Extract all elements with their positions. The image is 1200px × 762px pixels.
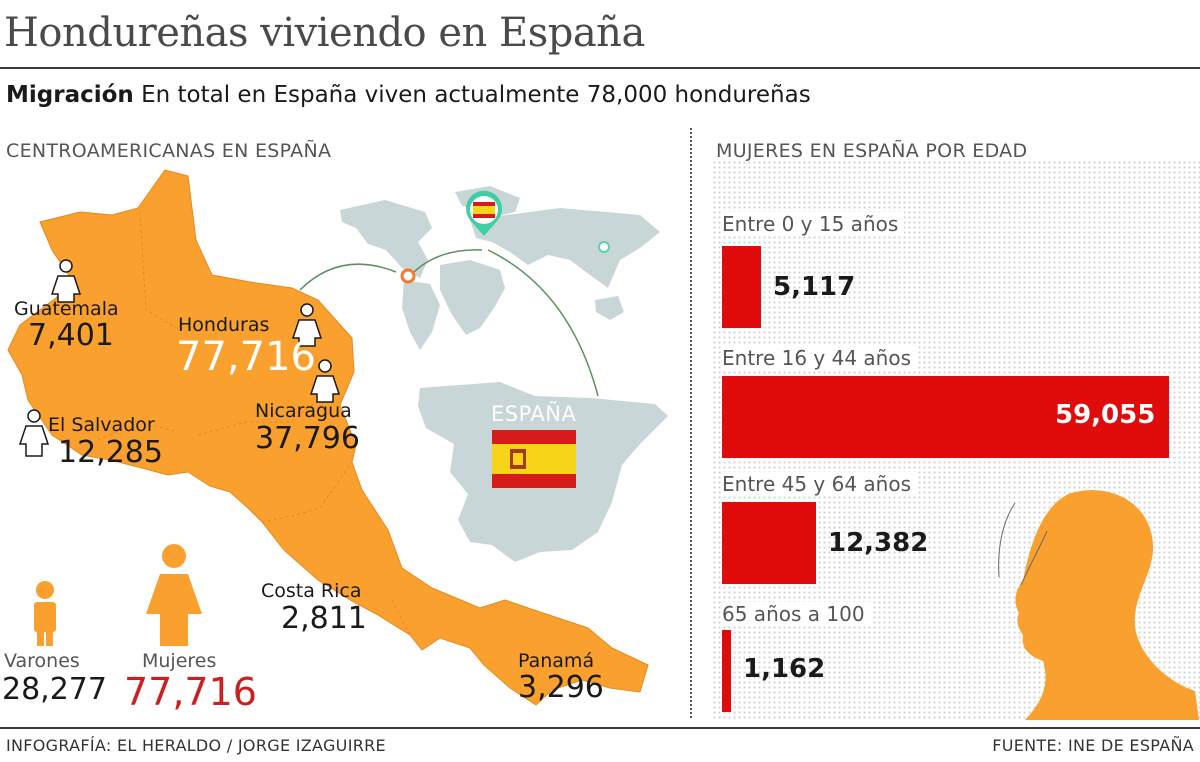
label-guatemala: Guatemala bbox=[14, 298, 119, 320]
label-honduras: Honduras bbox=[178, 314, 270, 336]
woman-icon-guatemala bbox=[50, 259, 82, 303]
age-label-45-64: Entre 45 y 64 años bbox=[722, 472, 917, 496]
label-women: Mujeres bbox=[142, 650, 217, 672]
value-panama: 3,296 bbox=[518, 670, 604, 705]
border-lines bbox=[97, 211, 411, 636]
spain-flag-icon bbox=[492, 430, 576, 488]
age-label-0-15: Entre 0 y 15 años bbox=[722, 212, 905, 236]
value-guatemala: 7,401 bbox=[28, 318, 114, 353]
woman-icon-nicaragua bbox=[309, 359, 341, 403]
footer-source: FUENTE: INE DE ESPAÑA bbox=[992, 736, 1194, 755]
bar-value-16-44: 59,055 bbox=[1055, 400, 1156, 430]
bar-value-45-64: 12,382 bbox=[828, 528, 929, 558]
man-icon bbox=[34, 581, 56, 646]
label-panama: Panamá bbox=[518, 650, 595, 672]
footer-credit: INFOGRAFÍA: EL HERALDO / JORGE IZAGUIRRE bbox=[6, 736, 386, 755]
value-honduras: 77,716 bbox=[176, 334, 316, 380]
bar-value-65-100: 1,162 bbox=[743, 654, 826, 684]
world-map bbox=[340, 186, 660, 350]
central-america-region bbox=[7, 169, 649, 706]
label-costa-rica: Costa Rica bbox=[261, 580, 362, 602]
page-title: Hondureñas viviendo en España bbox=[4, 10, 645, 56]
value-el-salvador: 12,285 bbox=[58, 435, 163, 470]
spain-map-label: ESPAÑA bbox=[491, 402, 577, 426]
label-el-salvador: El Salvador bbox=[48, 414, 155, 436]
woman-icon-honduras bbox=[291, 303, 323, 347]
age-label-65-100: 65 años a 100 bbox=[722, 602, 871, 626]
value-women: 77,716 bbox=[124, 670, 257, 714]
bar-65-100 bbox=[722, 630, 731, 712]
label-men: Varones bbox=[4, 650, 80, 672]
bar-45-64 bbox=[722, 502, 816, 584]
origin-dot bbox=[400, 268, 416, 284]
bar-16-44 bbox=[722, 376, 1169, 458]
section-divider bbox=[690, 128, 692, 718]
bar-value-0-15: 5,117 bbox=[773, 272, 856, 302]
woman-icon-large bbox=[146, 544, 202, 646]
label-nicaragua: Nicaragua bbox=[255, 400, 352, 422]
woman-icon-el-salvador bbox=[18, 409, 50, 457]
migration-route bbox=[299, 249, 599, 397]
age-section-label: MUJERES EN ESPAÑA POR EDAD bbox=[716, 140, 1028, 162]
location-pin-icon bbox=[466, 190, 502, 236]
bar-0-15 bbox=[722, 246, 761, 328]
map-section-label: CENTROAMERICANAS EN ESPAÑA bbox=[6, 140, 332, 162]
top-rule bbox=[0, 67, 1200, 69]
age-label-16-44: Entre 16 y 44 años bbox=[722, 346, 917, 370]
bottom-rule bbox=[0, 727, 1200, 729]
value-men: 28,277 bbox=[2, 672, 107, 707]
subtitle-bold: Migración bbox=[6, 82, 134, 108]
woman-head-icon bbox=[998, 490, 1199, 720]
value-costa-rica: 2,811 bbox=[281, 601, 367, 636]
asia-dot bbox=[598, 241, 610, 253]
value-nicaragua: 37,796 bbox=[255, 421, 360, 456]
subtitle: Migración En total en España viven actua… bbox=[6, 82, 811, 108]
subtitle-text: En total en España viven actualmente 78,… bbox=[141, 82, 811, 108]
central-america-map bbox=[7, 169, 668, 706]
